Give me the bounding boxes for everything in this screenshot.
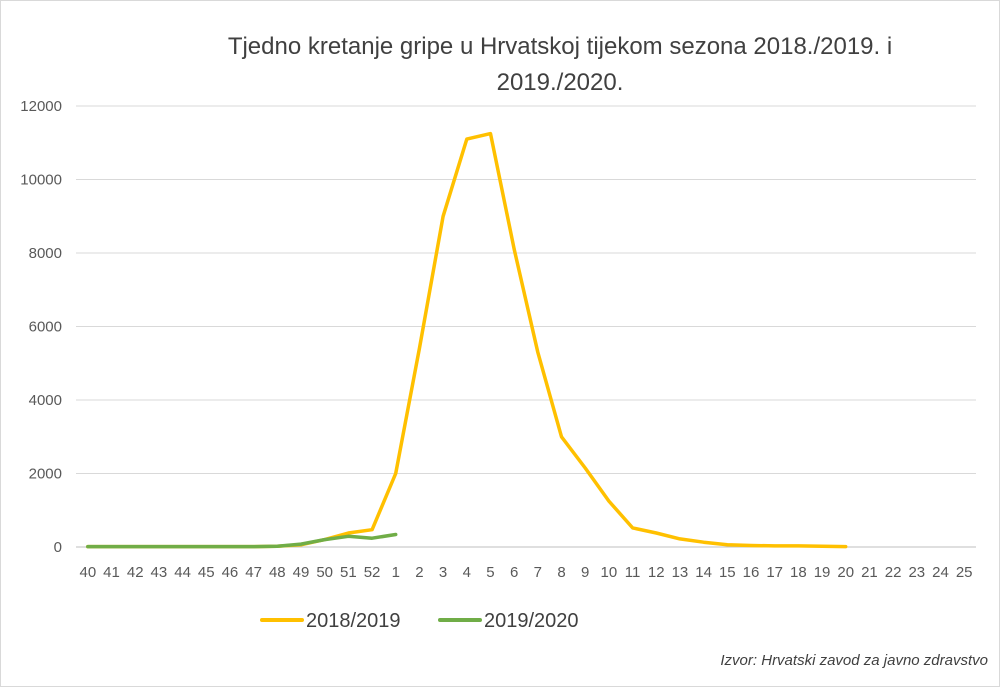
- x-tick-label: 22: [885, 564, 902, 581]
- x-tick-label: 25: [956, 564, 973, 581]
- x-tick-label: 1: [392, 564, 400, 581]
- x-tick-label: 8: [557, 564, 565, 581]
- x-tick-label: 40: [79, 564, 96, 581]
- x-tick-label: 48: [269, 564, 286, 581]
- legend-label-2: 2019/2020: [484, 610, 579, 632]
- x-tick-label: 17: [766, 564, 783, 581]
- x-tick-label: 42: [127, 564, 144, 581]
- x-tick-label: 7: [534, 564, 542, 581]
- x-tick-label: 9: [581, 564, 589, 581]
- x-tick-label: 10: [601, 564, 618, 581]
- x-tick-label: 23: [908, 564, 925, 581]
- x-tick-label: 15: [719, 564, 736, 581]
- x-tick-label: 46: [222, 564, 239, 581]
- source-note: Izvor: Hrvatski zavod za javno zdravstvo: [720, 652, 988, 669]
- x-tick-label: 50: [316, 564, 333, 581]
- x-tick-label: 52: [364, 564, 381, 581]
- legend-label-1: 2018/2019: [306, 610, 401, 632]
- x-tick-label: 13: [672, 564, 689, 581]
- x-tick-label: 43: [151, 564, 168, 581]
- y-tick-label: 6000: [29, 319, 62, 336]
- x-tick-label: 2: [415, 564, 423, 581]
- x-tick-label: 24: [932, 564, 949, 581]
- x-tick-label: 16: [743, 564, 760, 581]
- x-tick-label: 11: [625, 564, 641, 581]
- x-tick-label: 44: [174, 564, 191, 581]
- y-tick-label: 0: [54, 539, 62, 556]
- x-tick-label: 3: [439, 564, 447, 581]
- x-tick-label: 19: [814, 564, 831, 581]
- x-tick-label: 14: [695, 564, 712, 581]
- y-tick-label: 4000: [29, 392, 62, 409]
- x-tick-label: 4: [463, 564, 471, 581]
- x-tick-label: 21: [861, 564, 878, 581]
- y-tick-label: 12000: [20, 98, 62, 115]
- x-tick-label: 20: [837, 564, 854, 581]
- x-tick-label: 51: [340, 564, 357, 581]
- x-tick-label: 41: [103, 564, 120, 581]
- x-tick-label: 6: [510, 564, 518, 581]
- series-line-2: [86, 532, 398, 549]
- x-tick-label: 18: [790, 564, 807, 581]
- x-tick-label: 12: [648, 564, 665, 581]
- chart-title-line-1: Tjedno kretanje gripe u Hrvatskoj tijeko…: [227, 33, 893, 60]
- x-tick-label: 45: [198, 564, 215, 581]
- y-tick-label: 2000: [29, 466, 62, 483]
- y-tick-label: 8000: [29, 245, 62, 262]
- chart-title-line-2: 2019./2020.: [496, 69, 624, 96]
- x-tick-label: 5: [486, 564, 494, 581]
- series-line-1: [86, 131, 848, 549]
- y-tick-label: 10000: [20, 172, 62, 189]
- x-tick-label: 47: [245, 564, 262, 581]
- x-tick-label: 49: [293, 564, 310, 581]
